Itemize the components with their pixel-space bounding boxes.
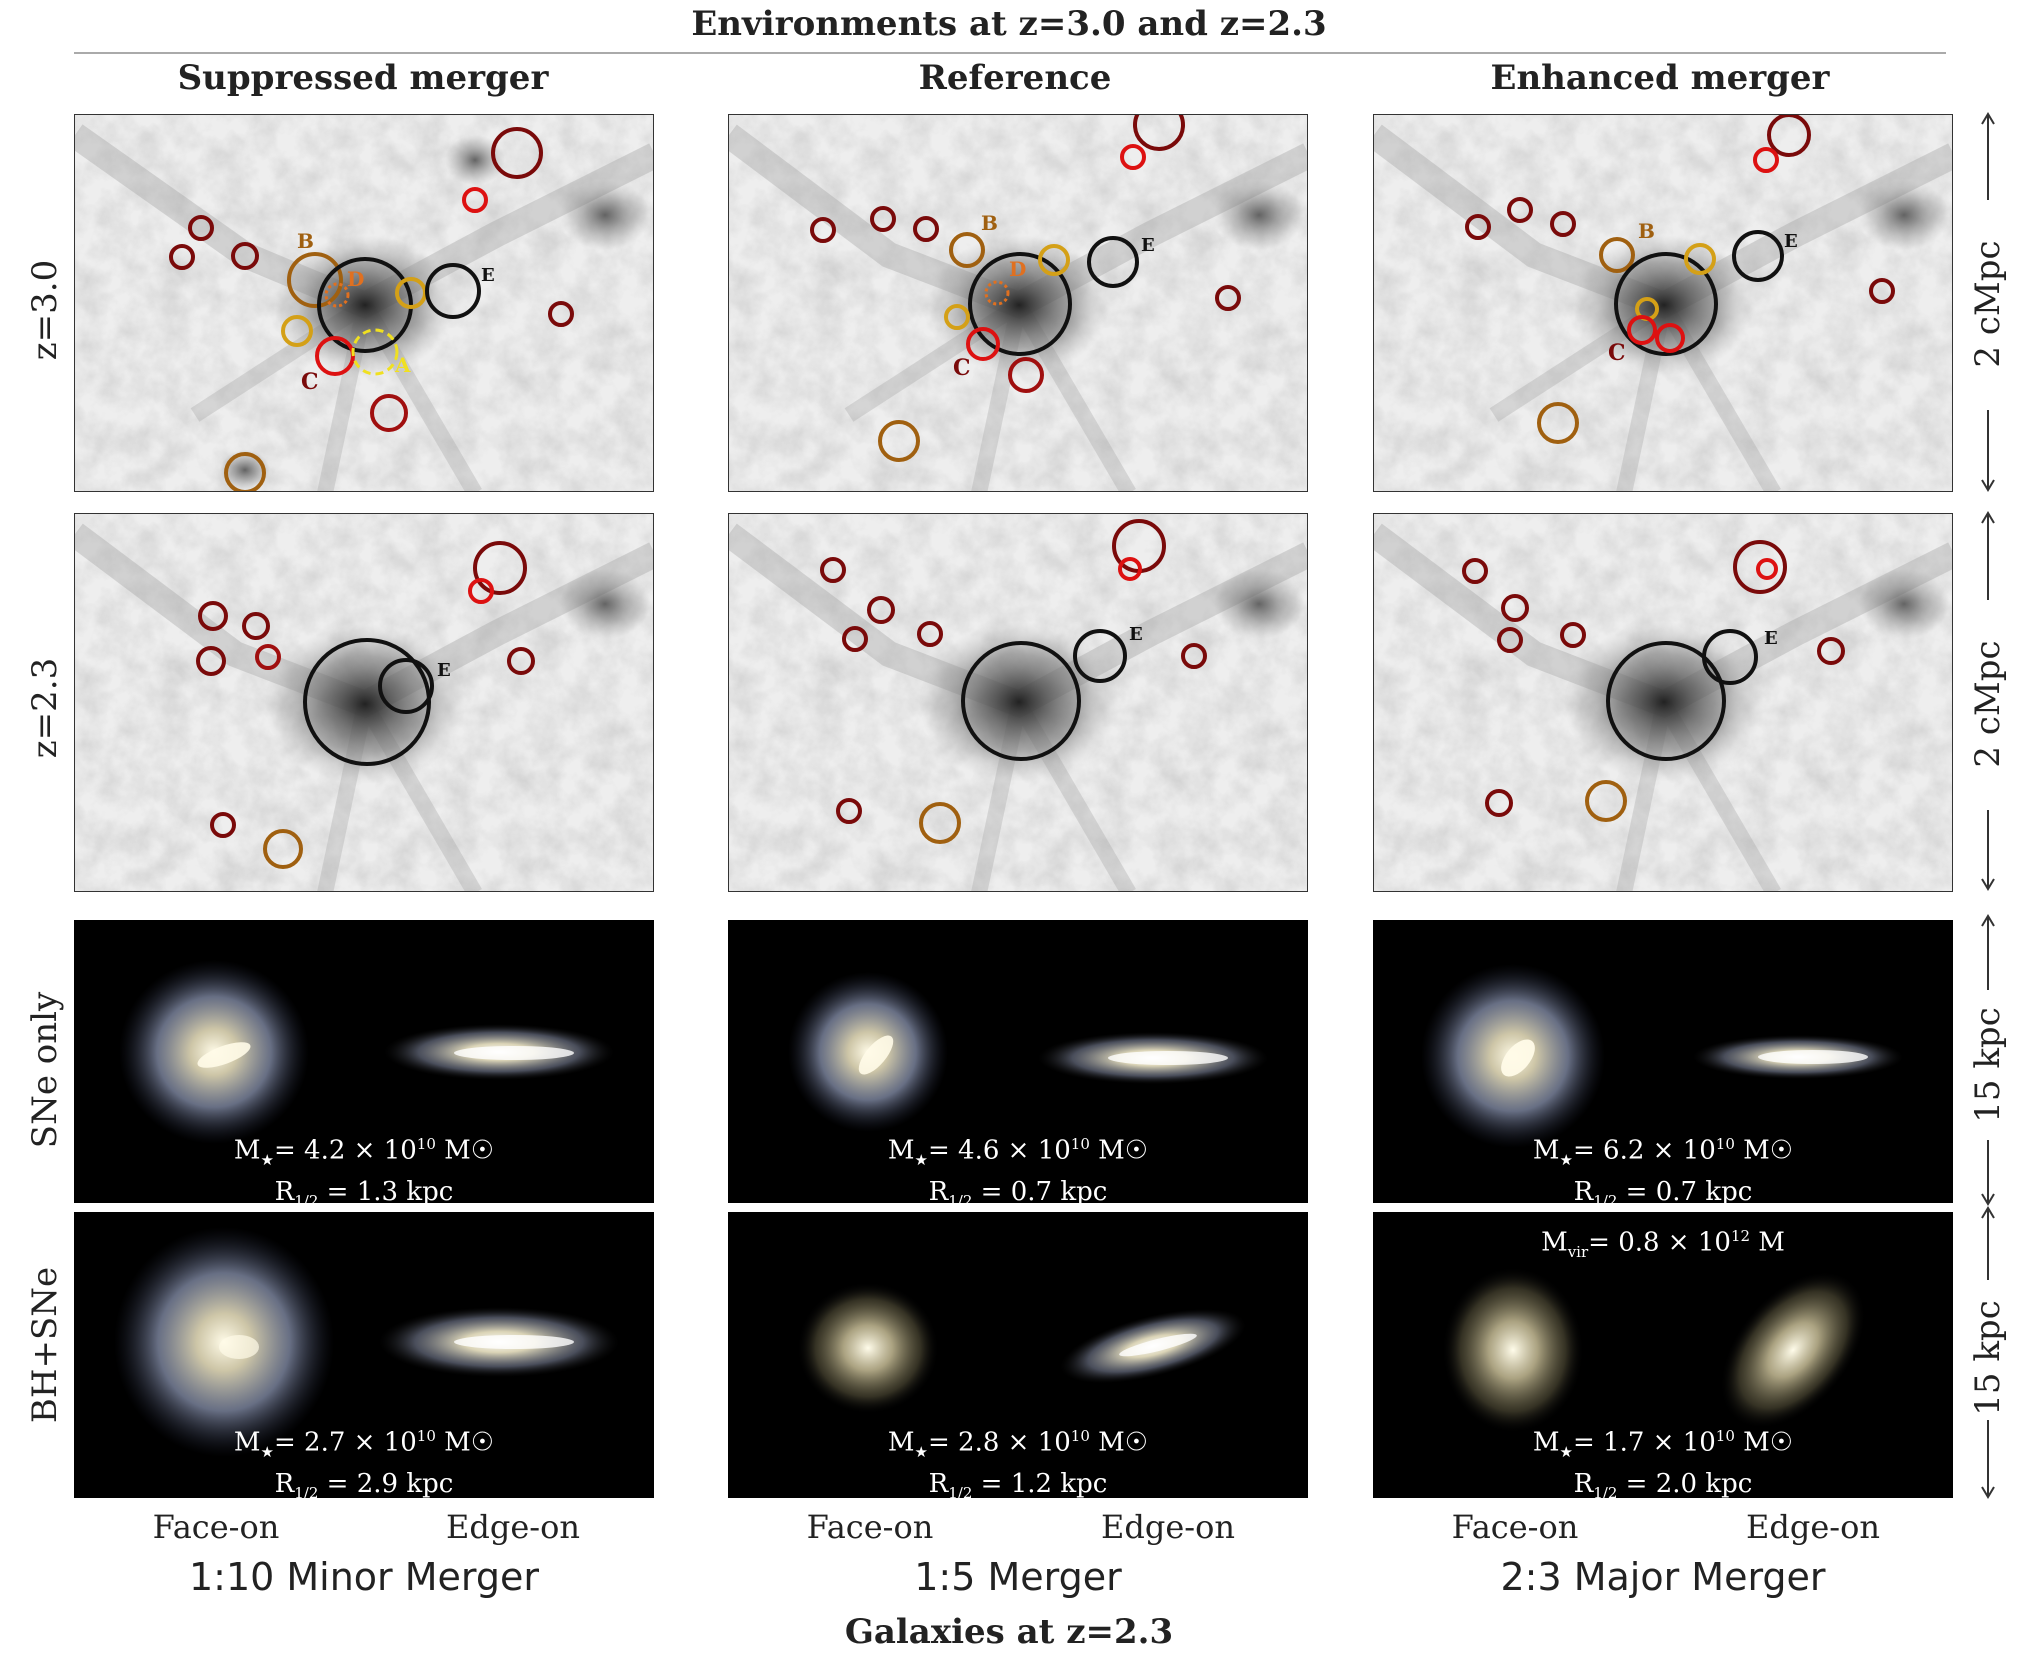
virial-mass-note: Mvir= 0.8 × 1012 M — [1541, 1227, 1785, 1261]
row-label-bh-sne: BH+SNe — [25, 1266, 65, 1424]
galaxy-image — [788, 972, 1268, 1132]
density-map — [729, 115, 1307, 491]
stellar-mass: M★= 2.8 × 1010 M☉ — [887, 1427, 1149, 1461]
halo-label-c: C — [1608, 340, 1626, 366]
view-label-edge-on: Edge-on — [1746, 1508, 1880, 1546]
galaxy-stats: M★= 6.2 × 1010 M☉ R1/2 = 0.7 kpc — [1373, 1128, 1953, 1203]
env-panel-enhanced-z30: B E C — [1373, 114, 1953, 492]
env-panel-reference-z23: E — [728, 513, 1308, 892]
halo-label-e: E — [1764, 628, 1778, 649]
half-mass-radius: R1/2 = 1.2 kpc — [928, 1468, 1108, 1498]
half-mass-radius: R1/2 = 2.0 kpc — [1573, 1468, 1753, 1498]
galaxy-panel-suppressed-bh: M★= 2.7 × 1010 M☉ R1/2 = 2.9 kpc — [74, 1212, 654, 1498]
stellar-mass: M★= 1.7 × 1010 M☉ — [1532, 1427, 1794, 1461]
halo-label-e: E — [481, 265, 495, 286]
galaxy-image — [119, 960, 614, 1144]
galaxy-panel-reference-sne: M★= 4.6 × 1010 M☉ R1/2 = 0.7 kpc — [728, 920, 1308, 1203]
figure-top-title: Environments at z=3.0 and z=2.3 — [691, 4, 1327, 44]
halo-label-c: C — [953, 355, 971, 381]
row-label-z30: z=3.0 — [25, 259, 65, 361]
scale-bar-arrows — [1981, 112, 1995, 1499]
merger-label-reference: 1:5 Merger — [914, 1555, 1122, 1599]
galaxy-image — [1443, 1268, 1865, 1432]
galaxy-image — [114, 1227, 619, 1457]
galaxy-panel-suppressed-sne: M★= 4.2 × 1010 M☉ R1/2 = 1.3 kpc — [74, 920, 654, 1203]
view-label-face-on: Face-on — [152, 1508, 280, 1546]
halo-label-d: D — [1009, 257, 1027, 281]
halo-label-b: B — [297, 229, 314, 253]
galaxy-stats: M★= 4.6 × 1010 M☉ R1/2 = 0.7 kpc — [728, 1128, 1308, 1203]
halo-label-a: A — [395, 353, 411, 377]
halo-label-d: D — [347, 267, 365, 291]
env-panel-suppressed-z23: E — [74, 513, 654, 892]
halo-label-b: B — [1638, 219, 1655, 243]
env-panel-suppressed-z30: B D E C A — [74, 114, 654, 492]
galaxy-stats: M★= 2.7 × 1010 M☉ R1/2 = 2.9 kpc — [74, 1420, 654, 1498]
galaxy-panel-enhanced-bh: Mvir= 0.8 × 1012 M M★= 1.7 × 1010 M☉ R1/… — [1373, 1212, 1953, 1498]
galaxy-panel-reference-bh: M★= 2.8 × 1010 M☉ R1/2 = 1.2 kpc — [728, 1212, 1308, 1498]
half-mass-radius: R1/2 = 0.7 kpc — [928, 1176, 1108, 1203]
top-divider — [74, 52, 1946, 54]
galaxy-panel-enhanced-sne: M★= 6.2 × 1010 M☉ R1/2 = 0.7 kpc — [1373, 920, 1953, 1203]
density-map — [1374, 514, 1952, 891]
row-label-sne-only: SNe only — [25, 991, 65, 1149]
halo-label-e: E — [437, 660, 451, 681]
column-title-enhanced: Enhanced merger — [1490, 58, 1830, 98]
scale-label-gal-sne: 15 kpc — [1968, 1007, 2008, 1123]
view-label-face-on: Face-on — [806, 1508, 934, 1546]
halo-label-c: C — [301, 369, 319, 395]
stellar-mass: M★= 2.7 × 1010 M☉ — [233, 1427, 495, 1461]
stellar-mass: M★= 4.2 × 1010 M☉ — [233, 1135, 495, 1169]
density-map — [729, 514, 1307, 891]
figure-bottom-title: Galaxies at z=2.3 — [844, 1612, 1174, 1652]
merger-label-major: 2:3 Major Merger — [1500, 1555, 1826, 1599]
column-title-reference: Reference — [918, 58, 1112, 98]
stellar-mass: M★= 4.6 × 1010 M☉ — [887, 1135, 1149, 1169]
view-label-edge-on: Edge-on — [1101, 1508, 1235, 1546]
view-label-face-on: Face-on — [1451, 1508, 1579, 1546]
density-map — [75, 514, 653, 891]
row-label-z23: z=2.3 — [25, 657, 65, 759]
env-panel-enhanced-z23: E — [1373, 513, 1953, 892]
density-map — [75, 115, 653, 491]
scale-label-gal-bh: 15 kpc — [1968, 1300, 2008, 1416]
galaxy-stats: M★= 2.8 × 1010 M☉ R1/2 = 1.2 kpc — [728, 1420, 1308, 1498]
env-panel-reference-z30: B D E C — [728, 114, 1308, 492]
density-map — [1374, 115, 1952, 491]
view-label-edge-on: Edge-on — [446, 1508, 580, 1546]
half-mass-radius: R1/2 = 2.9 kpc — [274, 1468, 454, 1498]
scale-label-env-z30: 2 cMpc — [1968, 240, 2008, 368]
galaxy-image — [798, 1283, 1246, 1413]
halo-label-b: B — [981, 211, 998, 235]
halo-label-e: E — [1141, 235, 1155, 256]
column-title-suppressed: Suppressed merger — [177, 58, 549, 98]
merger-label-minor: 1:10 Minor Merger — [188, 1555, 540, 1599]
half-mass-radius: R1/2 = 0.7 kpc — [1573, 1176, 1753, 1203]
galaxy-stats: M★= 4.2 × 1010 M☉ R1/2 = 1.3 kpc — [74, 1128, 654, 1203]
scale-label-env-z23: 2 cMpc — [1968, 640, 2008, 768]
galaxy-image — [1421, 964, 1903, 1148]
halo-label-e: E — [1129, 624, 1143, 645]
halo-label-e: E — [1784, 231, 1798, 252]
half-mass-radius: R1/2 = 1.3 kpc — [274, 1176, 454, 1203]
galaxy-stats: M★= 1.7 × 1010 M☉ R1/2 = 2.0 kpc — [1373, 1420, 1953, 1498]
stellar-mass: M★= 6.2 × 1010 M☉ — [1532, 1135, 1794, 1169]
